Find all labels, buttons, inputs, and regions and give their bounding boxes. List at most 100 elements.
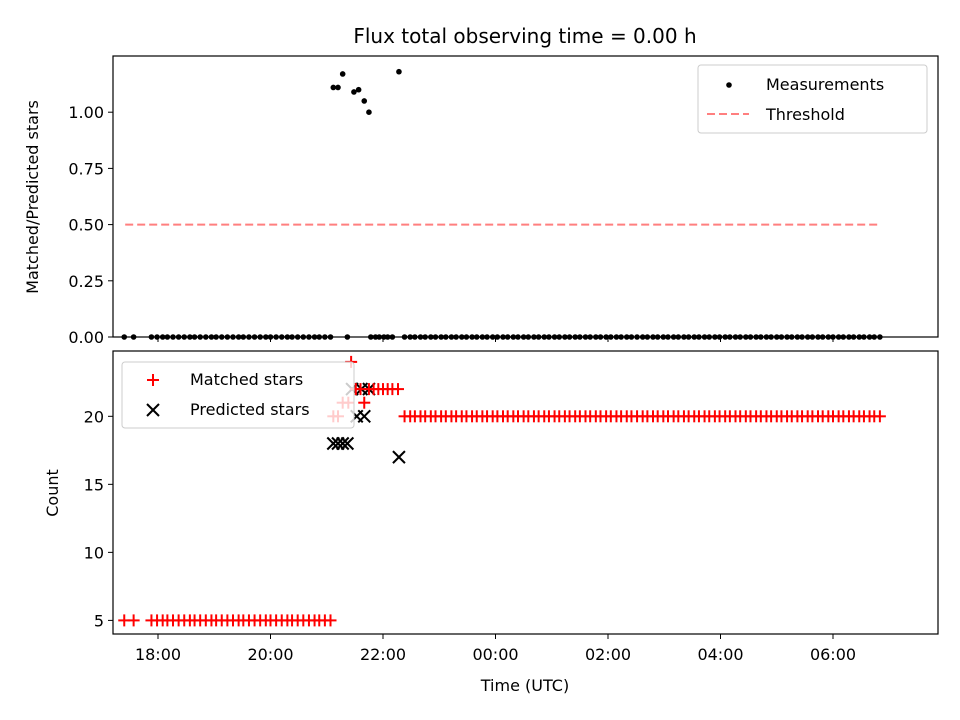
measurement-point xyxy=(768,334,774,340)
measurement-point xyxy=(121,334,128,340)
measurement-point xyxy=(804,334,811,340)
measurement-point xyxy=(311,334,318,340)
bottom-panel: 5 10 15 20 18:00 20:00 22:00 00:00 02:00 04:00 06… xyxy=(43,350,939,695)
measurement-point xyxy=(840,334,847,340)
top-legend: Measurements Threshold xyxy=(697,64,928,134)
matched-stars-point xyxy=(392,383,404,396)
measurement-point xyxy=(541,334,548,340)
measurement-point xyxy=(389,334,396,340)
measurement-point xyxy=(428,334,434,340)
measurement-point xyxy=(871,334,878,340)
y-tick-label: 0.00 xyxy=(68,328,104,347)
measurement-point xyxy=(187,334,193,340)
x-tick-label: 00:00 xyxy=(472,645,518,664)
measurement-point xyxy=(856,334,863,340)
measurement-point xyxy=(654,334,661,340)
top-plot-marks xyxy=(121,68,883,340)
measurement-point xyxy=(525,334,532,340)
bottom-y-axis: 5 10 15 20 xyxy=(84,407,113,630)
measurement-point xyxy=(278,334,285,340)
measurement-point xyxy=(164,334,171,340)
measurement-point xyxy=(691,334,698,340)
measurement-point xyxy=(556,334,563,340)
measurement-point xyxy=(235,334,242,340)
measurement-point xyxy=(263,334,269,340)
x-tick-label: 20:00 xyxy=(247,645,293,664)
measurement-point xyxy=(577,334,583,340)
bottom-plot-marks xyxy=(118,355,886,627)
measurement-point xyxy=(809,334,816,340)
measurement-point xyxy=(644,334,651,340)
measurement-point xyxy=(712,334,718,340)
measurement-point xyxy=(197,334,203,340)
x-tick-label: 22:00 xyxy=(360,645,406,664)
measurement-point xyxy=(316,334,323,340)
measurement-point xyxy=(208,334,215,340)
legend-predicted-label: Predicted stars xyxy=(190,400,310,419)
measurement-point xyxy=(773,334,780,340)
matched-stars-point xyxy=(324,614,337,627)
measurement-point xyxy=(866,334,873,340)
measurement-point xyxy=(566,334,573,340)
measurement-point xyxy=(743,334,749,340)
y-tick-label: 0.25 xyxy=(68,272,104,291)
measurement-point xyxy=(246,334,252,340)
measurement-point xyxy=(861,334,867,340)
measurement-point xyxy=(240,334,247,340)
measurement-point xyxy=(737,334,743,340)
x-tick-label: 18:00 xyxy=(135,645,181,664)
measurement-point xyxy=(799,334,805,340)
measurement-point xyxy=(224,334,231,340)
measurement-point xyxy=(191,334,198,340)
measurement-point xyxy=(154,334,160,340)
measurement-point xyxy=(825,334,832,340)
measurement-point xyxy=(660,334,667,340)
measurement-point xyxy=(722,334,728,340)
measurement-point xyxy=(613,334,620,340)
y-tick-label: 0.75 xyxy=(68,159,104,178)
matched-stars-point xyxy=(127,614,140,627)
measurement-point xyxy=(753,334,759,340)
measurement-point xyxy=(273,334,279,340)
measurement-point xyxy=(181,334,188,340)
measurement-point xyxy=(443,334,449,340)
measurement-point xyxy=(489,334,496,340)
matched-stars-point xyxy=(358,396,371,409)
x-tick-label: 02:00 xyxy=(585,645,631,664)
measurement-point xyxy=(417,334,424,340)
measurement-point xyxy=(819,334,826,340)
measurement-point xyxy=(344,334,351,340)
measurement-point xyxy=(366,109,372,115)
y-tick-label: 15 xyxy=(84,475,104,494)
measurement-point xyxy=(330,84,337,91)
bottom-y-axis-label: Count xyxy=(43,469,62,517)
measurement-point xyxy=(412,334,418,340)
predicted-stars-point xyxy=(392,450,406,464)
top-legend-box xyxy=(697,64,928,134)
measurement-point xyxy=(546,334,552,340)
measurement-point xyxy=(535,334,542,340)
measurement-point xyxy=(608,334,614,340)
measurement-point xyxy=(448,334,455,340)
measurement-point xyxy=(639,334,646,340)
measurement-point xyxy=(623,334,630,340)
measurement-point xyxy=(877,334,883,340)
measurement-point xyxy=(696,334,702,340)
y-tick-label: 1.00 xyxy=(68,103,104,122)
predicted-stars-point xyxy=(335,436,350,451)
measurement-point xyxy=(284,334,291,340)
measurement-point xyxy=(562,334,568,340)
measurement-point xyxy=(335,84,341,91)
measurement-point xyxy=(716,334,723,340)
measurement-point xyxy=(361,98,368,104)
legend-matched-label: Matched stars xyxy=(190,370,303,389)
predicted-stars-point xyxy=(357,409,371,424)
measurement-point xyxy=(453,334,459,340)
bottom-x-axis: 18:00 20:00 22:00 00:00 02:00 04:00 06:00 xyxy=(135,634,856,664)
measurement-point xyxy=(628,334,635,340)
measurement-point xyxy=(339,71,346,77)
measurement-point xyxy=(396,68,402,75)
measurement-point xyxy=(593,334,599,340)
measurement-point xyxy=(289,334,295,340)
measurement-point xyxy=(148,334,155,340)
